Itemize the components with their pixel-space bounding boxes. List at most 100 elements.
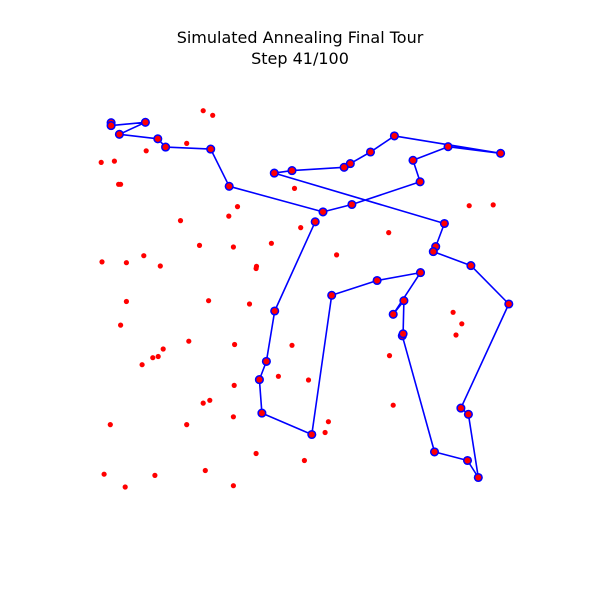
city-point (459, 321, 465, 327)
tour-node (287, 166, 297, 176)
city-point (184, 140, 190, 146)
city-point (200, 400, 206, 406)
city-point (152, 472, 158, 478)
city-point (390, 402, 396, 408)
tour-node (408, 155, 418, 165)
city-point (268, 240, 274, 246)
chart-title-line2: Step 41/100 (251, 49, 349, 68)
city-point (111, 158, 117, 164)
tour-node (456, 403, 466, 413)
tour-node (153, 134, 163, 144)
tour-node (473, 472, 483, 483)
tour-node (372, 275, 382, 286)
tour-node (466, 261, 476, 271)
city-point (206, 298, 212, 304)
tour-node (310, 217, 320, 227)
tour-path-line (110, 121, 510, 479)
city-point (453, 332, 459, 338)
city-point (226, 213, 232, 219)
tour-node (504, 299, 514, 309)
tour-node (339, 162, 349, 172)
city-point (99, 259, 105, 265)
city-point (98, 159, 104, 165)
tour-node (389, 131, 399, 141)
city-point (230, 414, 236, 420)
city-point (230, 483, 236, 489)
city-point (466, 203, 472, 209)
city-point (101, 471, 107, 477)
chart-title-line1: Simulated Annealing Final Tour (176, 28, 424, 47)
tour-node (439, 218, 449, 229)
city-point (253, 450, 259, 457)
tour-node (415, 268, 426, 278)
city-point (123, 260, 129, 266)
city-point (386, 353, 393, 359)
city-point (231, 382, 237, 388)
city-point (139, 362, 145, 368)
city-point (155, 353, 161, 360)
city-point (386, 230, 392, 236)
city-point (200, 108, 206, 114)
city-point (232, 341, 238, 348)
tour-node (140, 117, 150, 127)
city-point (230, 244, 236, 250)
tour-node (388, 309, 398, 319)
city-point (275, 373, 281, 379)
tour-node (254, 375, 264, 385)
city-point (202, 467, 208, 474)
tour-node (224, 181, 234, 191)
tour-node (462, 455, 473, 466)
city-point (322, 429, 328, 436)
tour-node (327, 290, 337, 300)
tour-node (206, 144, 216, 154)
city-point (291, 185, 298, 191)
city-point (207, 397, 213, 403)
tour-node (463, 409, 473, 419)
city-point (234, 204, 241, 210)
tour-node (428, 247, 438, 257)
tour-node (114, 129, 124, 139)
city-point (325, 419, 331, 425)
tour-node (307, 429, 317, 440)
tour-node (429, 447, 440, 457)
city-point (289, 342, 295, 348)
tour-node (347, 199, 357, 210)
city-point (107, 422, 113, 428)
city-point (184, 422, 190, 428)
city-point (141, 253, 147, 259)
tour-node (365, 147, 376, 157)
tour-node (261, 356, 271, 366)
tour-node (415, 177, 425, 187)
city-point (210, 112, 216, 118)
city-point (298, 225, 304, 231)
city-point (253, 265, 259, 272)
city-point (490, 202, 496, 208)
city-point (118, 181, 124, 187)
tour-node (161, 142, 171, 152)
tour-node (496, 148, 506, 158)
city-point (196, 242, 203, 248)
city-point (122, 484, 128, 490)
tour-layer (110, 121, 510, 479)
city-point (160, 346, 166, 352)
tour-node (399, 296, 409, 306)
tour-node (398, 329, 408, 339)
city-point (150, 355, 156, 361)
city-point (334, 252, 340, 258)
city-point (157, 263, 163, 269)
city-point (186, 338, 192, 344)
city-point (177, 218, 184, 224)
tour-node (270, 306, 280, 316)
tour-node (443, 142, 453, 152)
city-point (450, 309, 456, 315)
city-point (123, 298, 129, 305)
tour-node (106, 121, 116, 131)
tour-node (318, 207, 328, 217)
tour-node (269, 168, 279, 178)
city-point (246, 301, 253, 307)
city-point (305, 377, 312, 383)
tour-node (257, 408, 267, 418)
city-point (118, 322, 124, 328)
